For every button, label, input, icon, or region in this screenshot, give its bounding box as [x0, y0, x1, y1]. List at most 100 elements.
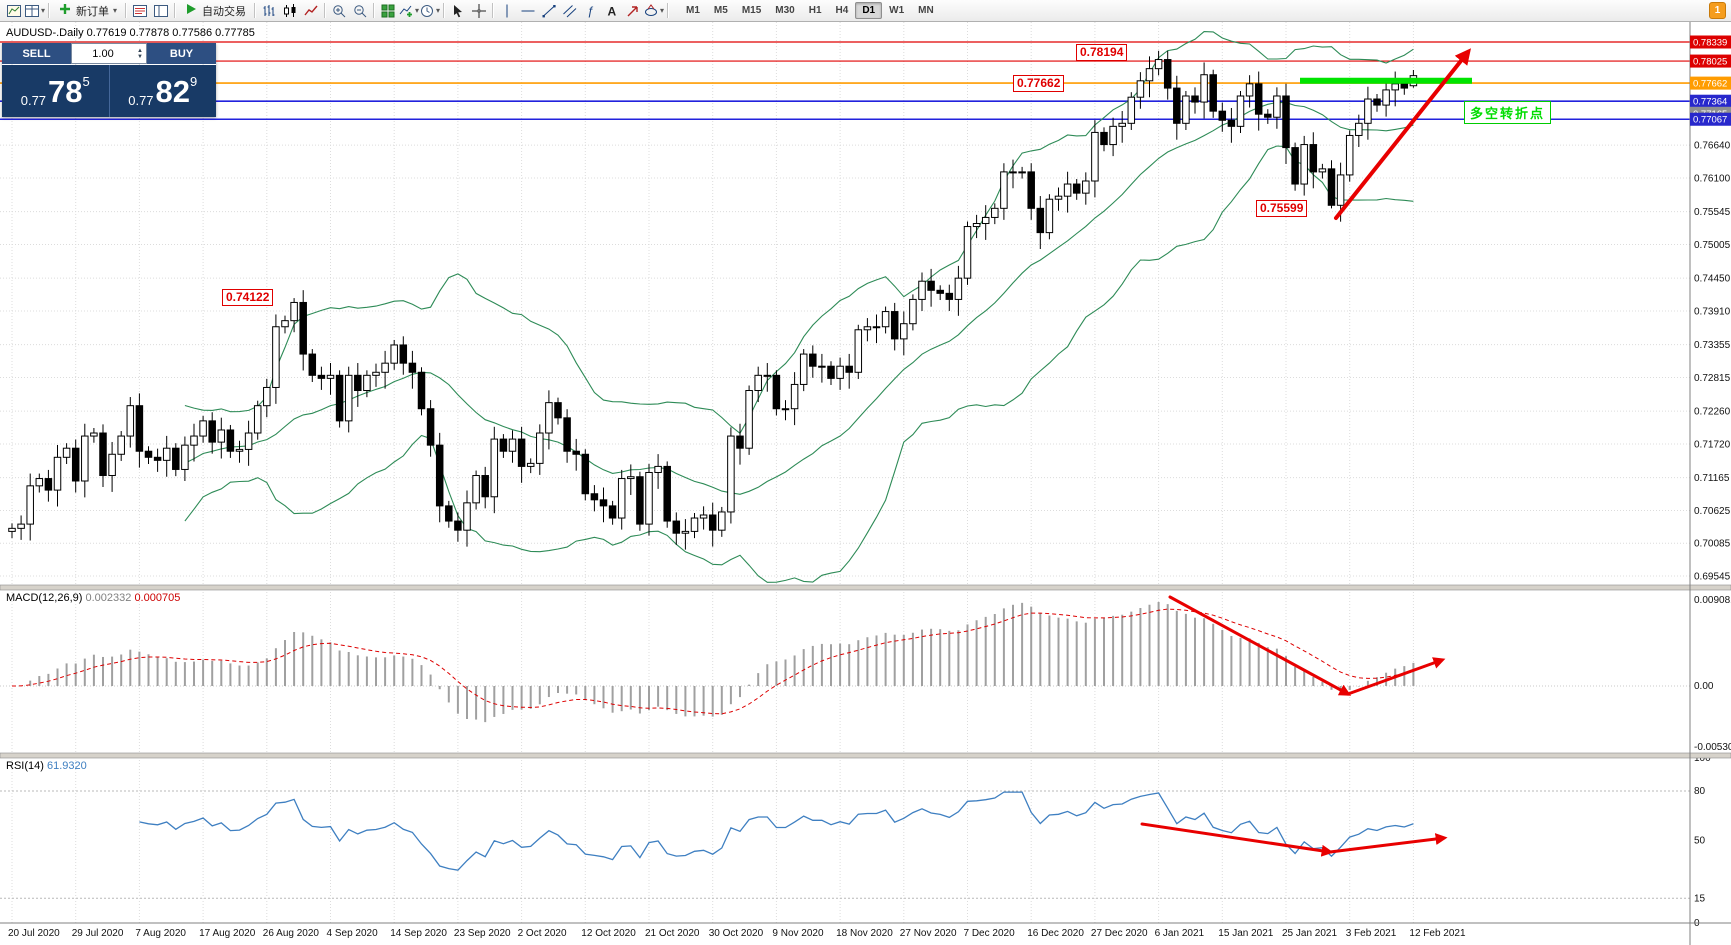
notification-badge[interactable]: 1: [1709, 2, 1726, 19]
candle-body: [272, 326, 280, 388]
toolbar-separator: [174, 3, 176, 18]
shapes-icon[interactable]: ▾: [643, 1, 664, 20]
date-label: 12 Oct 2020: [581, 928, 636, 939]
timeframe-H1[interactable]: H1: [808, 5, 822, 16]
timeframe-M1[interactable]: M1: [686, 5, 700, 16]
price-annotation-box[interactable]: 0.77662: [1013, 75, 1065, 92]
arrows-icon[interactable]: [622, 1, 643, 20]
candle-body: [1291, 147, 1299, 185]
trend-arrow-main[interactable]: [1334, 48, 1471, 220]
candle-body: [399, 344, 408, 364]
text-icon[interactable]: A: [601, 1, 622, 20]
panel-separator[interactable]: [0, 584, 1731, 591]
line-chart-icon[interactable]: [300, 1, 321, 20]
cursor-icon[interactable]: [447, 1, 468, 20]
auto-trading-button[interactable]: 自动交易: [178, 1, 251, 20]
candle-body: [781, 408, 790, 411]
new-order-button[interactable]: 新订单 ▾: [52, 1, 122, 20]
trend-arrow-rsi[interactable]: [1140, 822, 1334, 857]
candle-body: [1309, 144, 1318, 173]
timeframe-M5[interactable]: M5: [713, 5, 728, 16]
candle-body: [681, 530, 690, 534]
timeframe-W1[interactable]: W1: [889, 5, 905, 16]
turning-point-note[interactable]: 多空转折点: [1464, 101, 1552, 124]
chevron-down-icon[interactable]: ▾: [660, 6, 665, 15]
candle-body: [1091, 131, 1099, 182]
volume-field: ▲ ▼: [71, 43, 147, 64]
horizontal-line-icon[interactable]: [517, 1, 538, 20]
crosshair-icon[interactable]: [468, 1, 489, 20]
candle-body: [172, 447, 180, 470]
trend-arrow-macd[interactable]: [1346, 657, 1446, 696]
candle-body: [253, 405, 262, 434]
timeframe-H4[interactable]: H4: [835, 5, 849, 16]
candle-body: [718, 511, 726, 531]
chevron-down-icon[interactable]: ▾: [40, 6, 45, 15]
chevron-down-icon[interactable]: ▾: [113, 6, 118, 15]
indicators-icon[interactable]: ▾: [398, 1, 419, 20]
buy-price-button[interactable]: 0.77 82 9: [109, 65, 216, 117]
candlestick-chart-icon[interactable]: [279, 1, 300, 20]
panel-separator[interactable]: [0, 752, 1731, 759]
candle-body: [1018, 171, 1026, 174]
bar-chart-icon[interactable]: [258, 1, 279, 20]
candle-body: [81, 435, 89, 482]
tile-windows-icon[interactable]: [377, 1, 398, 20]
candle-body: [1336, 174, 1345, 206]
price-annotation-box[interactable]: 0.74122: [222, 289, 274, 306]
price-tag: [1690, 35, 1731, 49]
candle-body: [17, 523, 25, 529]
vertical-line-icon[interactable]: [496, 1, 517, 20]
candle-body: [445, 505, 453, 522]
zoom-out-icon[interactable]: [349, 1, 370, 20]
date-axis[interactable]: [0, 923, 1731, 945]
candle-body: [699, 514, 708, 519]
chart-profiles-icon[interactable]: ▾: [24, 1, 45, 20]
timeframe-MN[interactable]: MN: [918, 5, 934, 16]
periods-icon[interactable]: ▾: [419, 1, 440, 20]
candle-body: [1282, 95, 1290, 149]
timeframe-D1[interactable]: D1: [855, 2, 883, 19]
fibonacci-icon[interactable]: ƒ: [580, 1, 601, 20]
trend-arrow-rsi[interactable]: [1328, 833, 1448, 854]
candle-body: [426, 408, 435, 446]
timeframe-M30[interactable]: M30: [775, 5, 795, 16]
price-tag: [1690, 54, 1731, 68]
sell-button[interactable]: SELL: [22, 47, 51, 60]
price-annotation-box[interactable]: 0.75599: [1256, 200, 1308, 217]
sell-price-button[interactable]: 0.77 78 5: [2, 65, 110, 117]
candle-body: [872, 326, 881, 329]
candle-body: [690, 517, 699, 532]
candle-body: [1318, 168, 1327, 173]
price-tag-label: 0.77364: [1693, 97, 1727, 108]
price-axis[interactable]: [1690, 22, 1731, 923]
zoom-in-icon[interactable]: [328, 1, 349, 20]
volume-stepper-down[interactable]: ▼: [137, 53, 143, 60]
candle-body: [1182, 95, 1190, 124]
macd-name: MACD(12,26,9): [6, 592, 83, 604]
volume-stepper-up[interactable]: ▲: [137, 47, 143, 54]
data-window-icon[interactable]: [150, 1, 171, 20]
timeframe-M15[interactable]: M15: [741, 5, 762, 16]
new-chart-icon[interactable]: [3, 1, 24, 20]
candle-body: [226, 429, 235, 452]
rsi-axis-label: 50: [1694, 836, 1706, 847]
price-tick-label: 0.76100: [1694, 173, 1731, 184]
trendline-icon[interactable]: [538, 1, 559, 20]
trend-arrow-macd[interactable]: [1168, 595, 1352, 696]
price-annotation-box[interactable]: 0.78194: [1076, 44, 1128, 61]
chevron-down-icon[interactable]: ▾: [436, 6, 441, 15]
buy-button[interactable]: BUY: [169, 47, 194, 60]
channel-icon[interactable]: [559, 1, 580, 20]
chart-background[interactable]: [0, 22, 1731, 945]
candle-body: [1136, 80, 1145, 98]
candle-body: [1300, 144, 1308, 185]
rsi-panel: [0, 790, 1690, 899]
market-watch-icon[interactable]: [129, 1, 150, 20]
candle-body: [1200, 74, 1208, 103]
volume-input[interactable]: [72, 46, 134, 61]
candle-body: [991, 207, 999, 218]
candle-body: [945, 292, 954, 300]
chevron-down-icon[interactable]: ▾: [415, 6, 420, 15]
